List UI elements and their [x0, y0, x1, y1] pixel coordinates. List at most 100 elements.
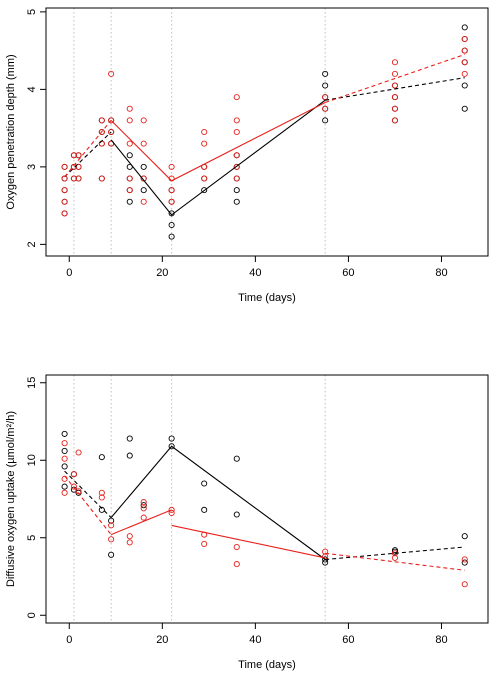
data-point-red-53: [461, 35, 468, 43]
data-point-red-21: [233, 544, 240, 551]
data-point-black-34: [233, 198, 240, 205]
y-tick-label-1: 3: [26, 164, 38, 170]
data-point-red-6: [75, 449, 82, 456]
data-point-red-39: [233, 128, 240, 136]
data-point-red-9: [98, 494, 105, 501]
data-point-red-22: [126, 117, 133, 124]
data-point-black-2: [61, 463, 68, 470]
data-point-red-9: [75, 163, 82, 170]
data-point-red-13: [98, 128, 105, 136]
data-point-black-25: [461, 559, 468, 566]
trend-line-red-5: [171, 524, 326, 559]
data-point-black-24: [461, 533, 468, 540]
y-tick-label-3: 15: [26, 377, 38, 389]
panel-diffusive-oxygen-uptake: 0 20 40 60 80 0 5 10 15 Time (days) Diffusive oxyg…: [5, 374, 489, 671]
y-tick-label-2: 10: [26, 454, 38, 466]
data-point-red-16: [140, 514, 147, 521]
data-point-red-45: [391, 105, 398, 112]
plot-frame: [45, 7, 489, 257]
data-point-red-46: [391, 94, 398, 101]
data-point-black-9: [108, 517, 115, 524]
data-point-red-35: [201, 128, 208, 136]
data-point-black-3: [61, 483, 68, 490]
data-point-black-8: [98, 506, 105, 513]
x-tick-label-1: 20: [156, 267, 168, 279]
data-point-black-11: [126, 435, 133, 442]
y-tick-label-0: 2: [26, 241, 38, 247]
data-point-red-18: [108, 70, 115, 77]
data-point-black-16: [201, 480, 208, 487]
data-point-red-42: [322, 105, 329, 112]
data-point-red-38: [233, 152, 240, 159]
data-point-red-16: [108, 128, 115, 136]
data-point-black-48: [461, 105, 468, 112]
x-tick-label-4: 80: [435, 634, 447, 646]
data-point-black-0: [61, 430, 68, 437]
x-tick-label-0: 0: [66, 634, 72, 646]
data-point-black-42: [322, 82, 329, 89]
trend-line-black-0: [64, 470, 112, 518]
data-point-red-48: [391, 70, 398, 77]
data-point-red-52: [461, 47, 468, 54]
trend-line-red-3: [64, 120, 112, 178]
data-point-red-20: [201, 540, 208, 548]
data-point-black-53: [461, 24, 468, 31]
data-point-red-49: [391, 59, 398, 66]
x-tick-label-3: 60: [342, 634, 354, 646]
data-point-red-12: [126, 533, 133, 540]
data-point-red-24: [140, 198, 147, 205]
trend-line-red-4: [110, 102, 326, 182]
trend-line-black-0: [64, 131, 112, 178]
y-axis-title: Oxygen penetration depth (mm): [5, 54, 17, 209]
data-point-black-14: [168, 435, 175, 442]
data-point-red-27: [140, 117, 147, 124]
data-point-red-1: [61, 455, 68, 462]
data-point-black-20: [322, 559, 329, 566]
data-point-black-15: [168, 443, 175, 450]
data-point-red-14: [140, 499, 147, 506]
data-point-red-44: [391, 117, 398, 124]
data-point-red-47: [391, 82, 398, 89]
data-point-black-22: [126, 152, 133, 159]
y-tick-label-3: 5: [26, 9, 38, 15]
data-point-red-3: [61, 489, 68, 496]
trend-line-red-6: [325, 552, 465, 571]
trend-line-black-2: [325, 546, 465, 561]
data-point-red-0: [61, 440, 68, 447]
data-point-red-31: [168, 163, 175, 170]
data-point-red-21: [126, 140, 133, 147]
y-tick-label-2: 4: [26, 86, 38, 92]
trend-line-red-3: [64, 475, 112, 535]
data-point-red-27: [461, 556, 468, 563]
data-point-red-3: [61, 175, 68, 182]
data-point-red-1: [61, 198, 68, 205]
data-point-red-32: [201, 175, 208, 182]
x-tick-label-4: 80: [435, 267, 447, 279]
data-point-black-18: [126, 198, 133, 205]
data-point-black-35: [233, 187, 240, 194]
data-point-black-19: [233, 511, 240, 518]
x-axis-title: Time (days): [238, 292, 296, 304]
x-tick-label-1: 20: [156, 634, 168, 646]
data-point-red-2: [61, 187, 68, 194]
trend-line-black-1: [110, 99, 326, 216]
data-point-red-10: [75, 152, 82, 159]
data-point-red-14: [98, 117, 105, 124]
data-point-red-11: [98, 175, 105, 182]
data-point-red-0: [61, 210, 68, 217]
data-point-black-17: [201, 506, 208, 513]
data-point-red-8: [98, 489, 105, 496]
x-tick-label-3: 60: [342, 267, 354, 279]
panel-oxygen-penetration-depth: 0 20 40 60 80 2 3 4 5 Time (days) Oxygen penetrati…: [5, 7, 489, 304]
data-point-red-26: [140, 140, 147, 147]
data-point-black-39: [322, 117, 329, 124]
data-point-red-8: [75, 175, 82, 182]
data-point-red-11: [108, 536, 115, 543]
x-tick-label-2: 40: [249, 267, 261, 279]
data-point-red-40: [233, 117, 240, 124]
data-point-black-10: [108, 551, 115, 558]
data-point-black-26: [168, 233, 175, 240]
data-point-black-25: [140, 163, 147, 170]
data-point-red-26: [391, 554, 398, 561]
data-point-red-37: [233, 163, 240, 170]
